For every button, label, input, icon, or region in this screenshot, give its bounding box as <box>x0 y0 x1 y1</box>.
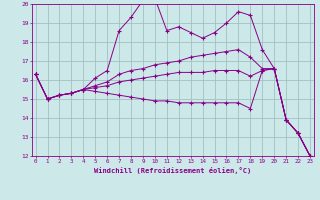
X-axis label: Windchill (Refroidissement éolien,°C): Windchill (Refroidissement éolien,°C) <box>94 167 252 174</box>
